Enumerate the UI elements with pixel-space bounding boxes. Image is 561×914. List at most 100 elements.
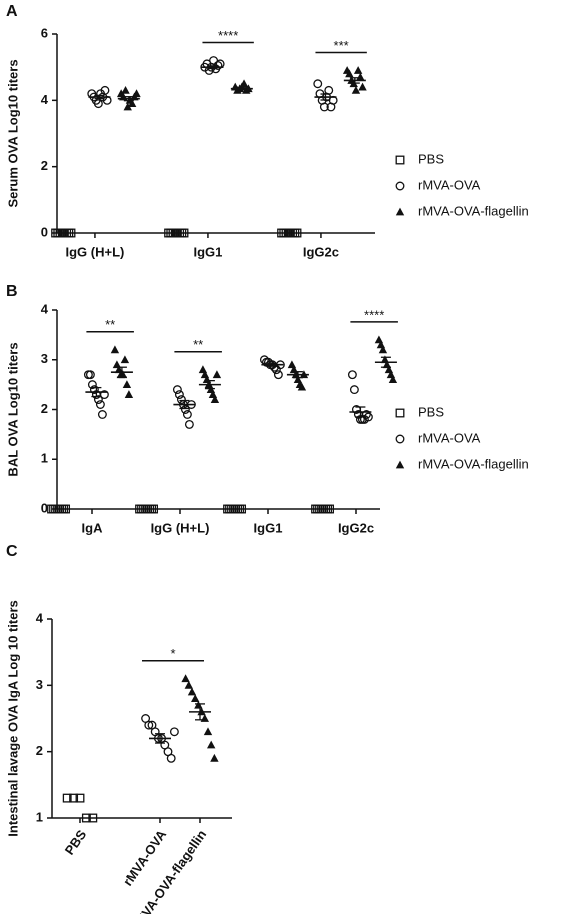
data-point <box>361 410 371 419</box>
panel-label: A <box>6 3 18 20</box>
y-tick-label: 1 <box>36 809 43 824</box>
data-point <box>210 753 219 762</box>
data-point <box>184 680 193 689</box>
data-point <box>347 370 357 380</box>
data-point <box>358 82 367 91</box>
data-point <box>345 69 354 78</box>
data-point <box>184 419 194 429</box>
data-point <box>66 228 76 238</box>
data-point <box>200 714 209 722</box>
legend-label: rMVA-OVA <box>418 177 481 192</box>
data-point <box>210 395 220 403</box>
significance-label: **** <box>218 28 238 43</box>
data-point <box>356 72 365 81</box>
data-point <box>181 674 190 683</box>
data-point <box>132 89 141 98</box>
data-point <box>124 390 134 398</box>
data-point <box>324 85 334 95</box>
data-point <box>81 813 91 823</box>
data-point <box>99 390 109 400</box>
significance-label: ** <box>105 317 115 332</box>
panel-label: C <box>6 543 18 560</box>
y-tick-label: 4 <box>41 301 49 316</box>
y-tick-label: 0 <box>41 500 48 515</box>
data-point <box>149 504 159 514</box>
y-axis-title: BAL OVA Log10 titers <box>5 342 20 476</box>
x-tick-label: IgG (H+L) <box>151 520 210 535</box>
data-point <box>118 370 128 379</box>
data-point <box>194 700 203 709</box>
panel-label: B <box>6 283 18 300</box>
y-tick-label: 3 <box>36 677 43 692</box>
x-tick-label: IgG (H+L) <box>66 244 125 259</box>
data-point <box>85 370 95 380</box>
data-point <box>351 85 361 94</box>
data-point <box>89 385 99 395</box>
data-point <box>287 360 297 369</box>
x-tick-label: IgG2c <box>303 244 339 259</box>
data-point <box>207 740 216 749</box>
data-point <box>127 99 137 108</box>
data-point <box>187 687 197 696</box>
data-point <box>191 694 200 702</box>
data-point <box>273 370 283 380</box>
y-axis-title: Intestinal lavage OVA IgA Log 10 titers <box>5 600 20 836</box>
data-point <box>172 385 182 395</box>
data-point <box>349 385 359 395</box>
data-point <box>212 370 222 379</box>
data-point <box>75 793 85 803</box>
y-axis-title: Serum OVA Log10 titers <box>5 59 20 207</box>
x-tick-label: IgG1 <box>193 244 222 259</box>
data-point <box>174 390 184 400</box>
legend-marker <box>395 181 405 191</box>
x-tick-label: IgA <box>82 520 104 535</box>
x-tick-label: IgG2c <box>338 520 374 535</box>
legend-marker <box>395 408 405 418</box>
data-point <box>297 382 307 391</box>
data-point <box>121 85 130 94</box>
data-point <box>69 793 79 803</box>
legend-marker <box>395 434 405 444</box>
data-point <box>120 355 130 364</box>
y-tick-label: 1 <box>41 451 48 466</box>
data-point <box>378 345 388 354</box>
data-point <box>176 395 186 404</box>
data-point <box>110 345 120 354</box>
data-point <box>93 99 103 109</box>
data-point <box>182 410 192 419</box>
legend-label: PBS <box>418 151 444 166</box>
data-point <box>179 228 189 238</box>
data-point <box>237 504 247 514</box>
data-point <box>203 727 213 736</box>
y-tick-label: 2 <box>41 401 48 416</box>
y-tick-label: 3 <box>41 351 48 366</box>
x-tick-label: PBS <box>62 827 90 858</box>
significance-label: **** <box>364 307 384 322</box>
data-point <box>169 727 179 737</box>
data-point <box>313 79 323 89</box>
legend-marker <box>395 207 405 216</box>
legend-marker <box>395 460 405 469</box>
data-point <box>122 380 132 389</box>
significance-label: ** <box>193 337 203 352</box>
data-point <box>88 813 98 823</box>
significance-label: * <box>170 646 175 661</box>
y-tick-label: 6 <box>41 25 48 40</box>
data-point <box>95 400 105 409</box>
data-point <box>239 79 249 88</box>
data-point <box>325 504 335 514</box>
legend-marker <box>395 155 405 165</box>
data-point <box>166 753 176 763</box>
data-point <box>62 793 72 803</box>
data-point <box>388 375 398 384</box>
significance-label: *** <box>334 38 349 53</box>
data-point <box>93 395 103 404</box>
data-point <box>87 380 97 390</box>
y-tick-label: 2 <box>41 158 48 173</box>
x-tick-label: IgG1 <box>254 520 283 535</box>
data-point <box>353 66 363 74</box>
data-point <box>180 405 190 414</box>
data-point <box>319 102 329 112</box>
y-tick-label: 0 <box>41 224 48 239</box>
